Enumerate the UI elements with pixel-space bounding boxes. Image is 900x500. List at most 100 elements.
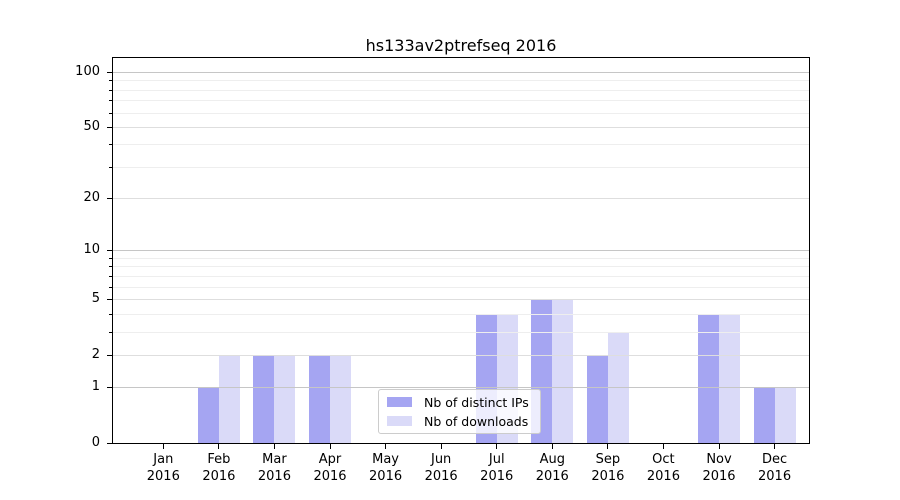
- x-tick-month: May: [372, 452, 400, 467]
- gridline-minor: [113, 167, 809, 168]
- y-minor-tick: [109, 100, 112, 101]
- legend-item: Nb of downloads: [387, 414, 540, 429]
- gridline-major: [113, 387, 809, 388]
- x-tick-year: 2016: [146, 469, 180, 484]
- gridline-minor: [113, 144, 809, 145]
- x-tick-month: Jul: [488, 452, 505, 467]
- bar-distinct-ips: [309, 354, 330, 443]
- bar-distinct-ips: [753, 387, 775, 443]
- x-tick-label: Feb 2016: [184, 451, 254, 485]
- y-minor-tick: [109, 287, 112, 288]
- gridline-minor: [113, 113, 809, 114]
- x-tick-label: Nov 2016: [684, 451, 754, 485]
- bar-distinct-ips: [253, 354, 275, 443]
- y-minor-tick: [109, 144, 112, 145]
- x-tick-month: Jan: [153, 452, 174, 467]
- x-tick-label: May 2016: [351, 451, 421, 485]
- x-tick-label: Sep 2016: [573, 451, 643, 485]
- x-tick-year: 2016: [369, 469, 403, 484]
- legend-label: Nb of downloads: [424, 413, 529, 429]
- x-tick-year: 2016: [591, 469, 625, 484]
- y-tick-label: 5: [91, 291, 100, 306]
- x-tick: [607, 444, 609, 449]
- x-tick-year: 2016: [424, 469, 458, 484]
- y-minor-tick: [109, 266, 112, 267]
- x-tick: [774, 444, 776, 449]
- legend-swatch-downloads: [387, 416, 412, 426]
- y-tick-label: 20: [83, 190, 100, 205]
- bar-downloads: [719, 313, 740, 443]
- x-tick-year: 2016: [758, 469, 792, 484]
- bar-downloads: [330, 354, 351, 443]
- gridline-minor: [113, 100, 809, 101]
- gridline-major: [113, 72, 809, 73]
- bar-distinct-ips: [197, 387, 219, 443]
- x-tick-label: Aug 2016: [517, 451, 587, 485]
- bar-distinct-ips: [698, 313, 719, 443]
- x-tick-label: Jun 2016: [406, 451, 476, 485]
- x-tick-year: 2016: [313, 469, 347, 484]
- gridline-minor: [113, 276, 809, 277]
- bar-downloads: [552, 299, 574, 443]
- x-tick-month: Nov: [706, 452, 732, 467]
- x-tick: [162, 444, 164, 449]
- y-tick: [107, 443, 112, 444]
- legend-item: Nb of distinct IPs: [387, 395, 540, 410]
- x-tick: [718, 444, 720, 449]
- bar-downloads: [774, 387, 796, 443]
- bar-downloads: [218, 354, 240, 443]
- y-tick: [107, 355, 112, 356]
- y-tick: [107, 127, 112, 128]
- y-tick: [107, 250, 112, 251]
- x-tick-month: Aug: [539, 452, 565, 467]
- x-tick-label: Jul 2016: [462, 451, 532, 485]
- y-tick-label: 1: [91, 379, 100, 394]
- x-tick-month: Sep: [595, 452, 621, 467]
- x-tick-label: Jan 2016: [128, 451, 198, 485]
- y-minor-tick: [109, 276, 112, 277]
- y-tick: [107, 72, 112, 73]
- x-tick-year: 2016: [257, 469, 291, 484]
- gridline-major: [113, 198, 809, 199]
- x-tick-label: Oct 2016: [628, 451, 698, 485]
- x-tick: [218, 444, 220, 449]
- bar-downloads: [274, 354, 296, 443]
- y-tick-label: 50: [83, 119, 100, 134]
- x-tick-month: Dec: [761, 452, 788, 467]
- gridline-minor: [113, 314, 809, 315]
- x-tick-month: Feb: [207, 452, 231, 467]
- x-tick: [385, 444, 387, 449]
- x-tick-month: Mar: [262, 452, 287, 467]
- gridline-minor: [113, 80, 809, 81]
- x-tick-month: Oct: [652, 452, 675, 467]
- y-tick-label: 0: [91, 435, 100, 450]
- gridline-minor: [113, 266, 809, 267]
- y-tick: [107, 387, 112, 388]
- legend-label: Nb of distinct IPs: [424, 394, 529, 410]
- x-tick: [329, 444, 331, 449]
- gridline-minor: [113, 332, 809, 333]
- x-tick-label: Apr 2016: [295, 451, 365, 485]
- y-tick: [107, 299, 112, 300]
- x-tick-label: Mar 2016: [239, 451, 309, 485]
- y-tick-label: 2: [91, 347, 100, 362]
- y-minor-tick: [109, 167, 112, 168]
- y-tick: [107, 198, 112, 199]
- x-tick: [662, 444, 664, 449]
- y-minor-tick: [109, 113, 112, 114]
- x-tick-label: Dec 2016: [740, 451, 810, 485]
- x-tick-year: 2016: [535, 469, 569, 484]
- x-tick: [496, 444, 498, 449]
- y-tick-label: 100: [75, 64, 100, 79]
- gridline-minor: [113, 258, 809, 259]
- x-tick: [440, 444, 442, 449]
- plot-area: Nb of distinct IPs Nb of downloads: [112, 57, 810, 444]
- gridline-minor: [113, 90, 809, 91]
- y-tick-label: 10: [83, 242, 100, 257]
- chart-title: hs133av2ptrefseq 2016: [365, 36, 557, 55]
- legend: Nb of distinct IPs Nb of downloads: [378, 389, 541, 434]
- x-tick-year: 2016: [202, 469, 236, 484]
- x-tick-year: 2016: [480, 469, 514, 484]
- y-minor-tick: [109, 258, 112, 259]
